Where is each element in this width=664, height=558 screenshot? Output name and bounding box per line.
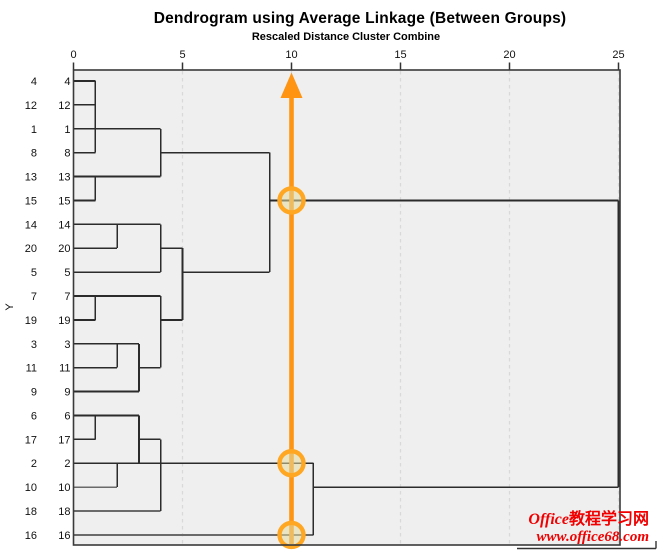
row-label-outer-4: 4: [31, 76, 37, 88]
row-label-outer-3: 3: [31, 339, 37, 351]
row-label-outer-10: 10: [25, 482, 37, 494]
x-tick-label-25: 25: [612, 49, 624, 61]
row-label-outer-18: 18: [25, 506, 37, 518]
row-label-inner-5: 5: [64, 267, 70, 279]
cut-line-handle-15[interactable]: [277, 186, 306, 215]
row-label-outer-8: 8: [31, 148, 37, 160]
row-label-outer-17: 17: [25, 434, 37, 446]
row-label-outer-14: 14: [25, 219, 37, 231]
row-label-outer-11: 11: [26, 363, 37, 375]
cut-line-handle-2[interactable]: [277, 449, 306, 478]
row-label-outer-12: 12: [25, 100, 37, 112]
row-label-outer-13: 13: [25, 172, 37, 184]
plot-frame: [72, 69, 621, 546]
row-label-outer-1: 1: [31, 124, 37, 136]
row-label-outer-7: 7: [31, 291, 37, 303]
row-label-inner-19: 19: [58, 315, 70, 327]
row-label-inner-2: 2: [64, 458, 70, 470]
cut-line-handle-16[interactable]: [277, 520, 306, 550]
row-label-outer-19: 19: [25, 315, 37, 327]
watermark-cjk-text: 教程学习网: [568, 511, 649, 528]
x-tick-label-20: 20: [503, 49, 515, 61]
x-tick-label-0: 0: [70, 49, 76, 61]
row-label-outer-15: 15: [25, 195, 37, 207]
row-label-outer-2: 2: [31, 458, 37, 470]
row-label-inner-1: 1: [64, 124, 70, 136]
row-label-outer-9: 9: [31, 387, 37, 399]
row-label-inner-20: 20: [58, 243, 70, 255]
row-label-outer-6: 6: [31, 410, 37, 422]
row-label-inner-10: 10: [58, 482, 70, 494]
cut-line-arrowhead-icon: [280, 72, 303, 98]
row-label-inner-17: 17: [58, 434, 70, 446]
watermark-latin-text: Office: [528, 511, 569, 528]
row-label-inner-16: 16: [58, 530, 70, 542]
row-label-inner-7: 7: [64, 291, 70, 303]
x-tick-label-15: 15: [394, 49, 406, 61]
row-label-inner-15: 15: [58, 195, 70, 207]
row-label-inner-8: 8: [64, 148, 70, 160]
row-label-inner-4: 4: [64, 76, 70, 88]
watermark-site-name: Office教程学习网: [429, 511, 649, 529]
row-label-inner-11: 11: [59, 363, 70, 375]
row-label-outer-16: 16: [25, 530, 37, 542]
row-label-inner-3: 3: [64, 339, 70, 351]
row-label-inner-14: 14: [58, 219, 70, 231]
row-label-outer-20: 20: [25, 243, 37, 255]
row-label-inner-13: 13: [58, 172, 70, 184]
row-label-outer-5: 5: [31, 267, 37, 279]
row-label-inner-18: 18: [58, 506, 70, 518]
row-label-inner-6: 6: [64, 410, 70, 422]
row-label-inner-12: 12: [58, 100, 70, 112]
x-tick-label-5: 5: [179, 49, 185, 61]
watermark-url: www.office68.com: [536, 529, 650, 546]
chart-title: Dendrogram using Average Linkage (Betwee…: [153, 10, 567, 27]
y-axis-title: Y: [4, 303, 16, 311]
watermark: Office教程学习网 www.office68.com: [429, 511, 649, 547]
plot-background: [73, 70, 620, 545]
x-tick-label-10: 10: [285, 49, 297, 61]
chart-subtitle: Rescaled Distance Cluster Combine: [251, 31, 441, 43]
row-label-inner-9: 9: [64, 387, 70, 399]
